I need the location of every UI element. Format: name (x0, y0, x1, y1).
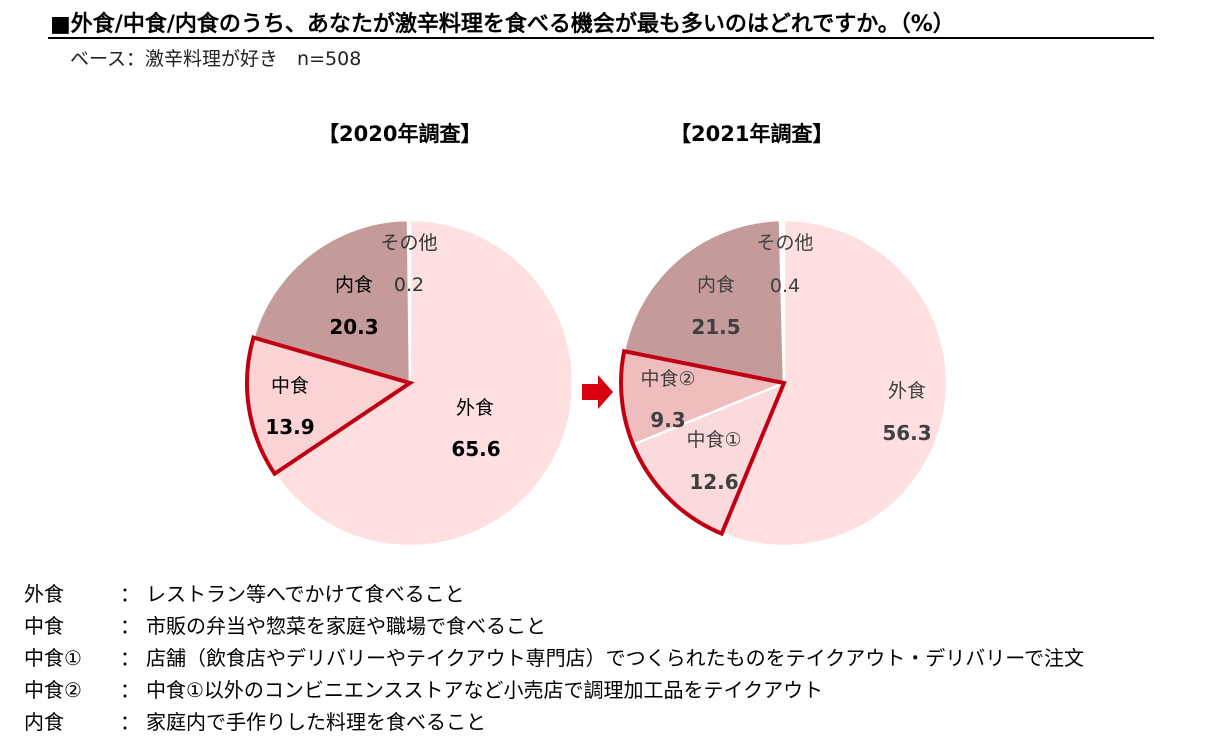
chart-title-2020: 【2020年調査】 (318, 122, 482, 146)
slice-label: 内食 (697, 274, 735, 296)
definition-separator: ： (120, 678, 140, 702)
base-note: ベース：激辛料理が好き n=508 (70, 48, 362, 70)
definition-text: 店舗（飲食店やデリバリーやテイクアウト専門店）でつくられたものをテイクアウト・デ… (146, 646, 1084, 670)
slice-home (622, 218, 786, 385)
slice-value-label: 13.9 (265, 415, 314, 439)
pie-2020: その他 0.2 外食 65.6 中食 13.9 内食 20.3 (245, 218, 575, 548)
slice-label: 外食 (888, 380, 926, 402)
definition-term: 中食② (24, 678, 82, 702)
slice-value-label: 0.4 (770, 275, 800, 297)
definition-separator: ： (120, 614, 140, 638)
slice-label: その他 (380, 232, 437, 254)
slice-label: 中食② (640, 368, 695, 390)
slice-value-label: 21.5 (691, 315, 740, 339)
highlight-outline (245, 335, 415, 477)
definition-separator: ： (120, 646, 140, 670)
title-underline (48, 37, 1154, 39)
page-title: ■外食/中食/内食のうち、あなたが激辛料理を食べる機会が最も多いのはどれですか。… (50, 12, 955, 37)
slice-home (251, 218, 412, 385)
slice-value-label: 0.2 (394, 274, 424, 296)
slice-outside (720, 218, 949, 548)
definition-text: 市販の弁当や惣菜を家庭や職場で食べること (146, 614, 546, 638)
definition-text: レストラン等へでかけて食べること (146, 582, 465, 606)
arrow-right-icon (582, 375, 613, 409)
slice-label: 内食 (335, 274, 373, 296)
definition-separator: ： (120, 710, 140, 734)
definition-term: 中食 (24, 614, 64, 638)
slice-label: 中食① (686, 429, 741, 451)
definition-term: 内食 (24, 710, 64, 734)
definition-term: 外食 (24, 582, 64, 606)
pie-2021: その他 0.4 外食 56.3 中食① 12.6 中食② 9.3 内食 21.5 (619, 218, 949, 548)
slice-outside (272, 218, 575, 548)
slice-value-label: 56.3 (882, 421, 931, 445)
pie-charts: その他 0.2 外食 65.6 中食 13.9 内食 20.3 その他 0.4 外食 56.3 中食①… (245, 218, 949, 548)
slice-value-label: 12.6 (689, 470, 738, 494)
slice-label: 中食 (271, 375, 309, 397)
chart-title-2021: 【2021年調査】 (670, 122, 834, 146)
definition-text: 中食①以外のコンビニエンスストアなど小売店で調理加工品をテイクアウト (146, 678, 824, 702)
highlight-outline (619, 348, 787, 537)
slice-label: その他 (756, 232, 813, 254)
slice-label: 外食 (456, 397, 494, 419)
definition-separator: ： (120, 582, 140, 606)
definition-term: 中食① (24, 646, 82, 670)
definition-text: 家庭内で手作りした料理を食べること (146, 710, 486, 734)
slice-value-label: 65.6 (451, 437, 500, 461)
slice-value-label: 20.3 (329, 315, 378, 339)
slice-value-label: 9.3 (650, 408, 685, 432)
